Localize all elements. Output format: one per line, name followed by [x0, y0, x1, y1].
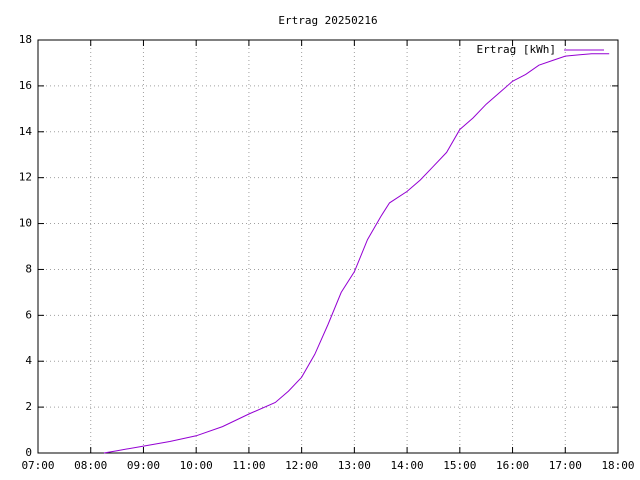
y-tick-label: 12: [19, 171, 32, 184]
y-tick-label: 18: [19, 33, 32, 46]
x-tick-label: 15:00: [443, 459, 476, 472]
data-line: [103, 53, 610, 454]
x-tick-label: 14:00: [391, 459, 424, 472]
y-tick-label: 6: [25, 308, 32, 321]
x-tick-label: 18:00: [601, 459, 634, 472]
x-tick-label: 16:00: [496, 459, 529, 472]
y-tick-label: 10: [19, 217, 32, 230]
chart-title: Ertrag 20250216: [278, 14, 377, 27]
y-tick-label: 2: [25, 400, 32, 413]
x-tick-label: 12:00: [285, 459, 318, 472]
plot-border: [37, 39, 619, 454]
legend-label: Ertrag [kWh]: [477, 43, 556, 56]
x-tick-label: 17:00: [549, 459, 582, 472]
y-tick-label: 16: [19, 79, 32, 92]
x-tick-label: 11:00: [232, 459, 265, 472]
x-tick-label: 09:00: [127, 459, 160, 472]
y-tick-label: 4: [25, 354, 32, 367]
y-tick-label: 0: [25, 446, 32, 459]
y-tick-label: 14: [19, 125, 33, 138]
x-tick-label: 10:00: [180, 459, 213, 472]
x-tick-label: 07:00: [21, 459, 54, 472]
x-tick-label: 13:00: [338, 459, 371, 472]
x-tick-label: 08:00: [74, 459, 107, 472]
y-tick-label: 8: [25, 262, 32, 275]
